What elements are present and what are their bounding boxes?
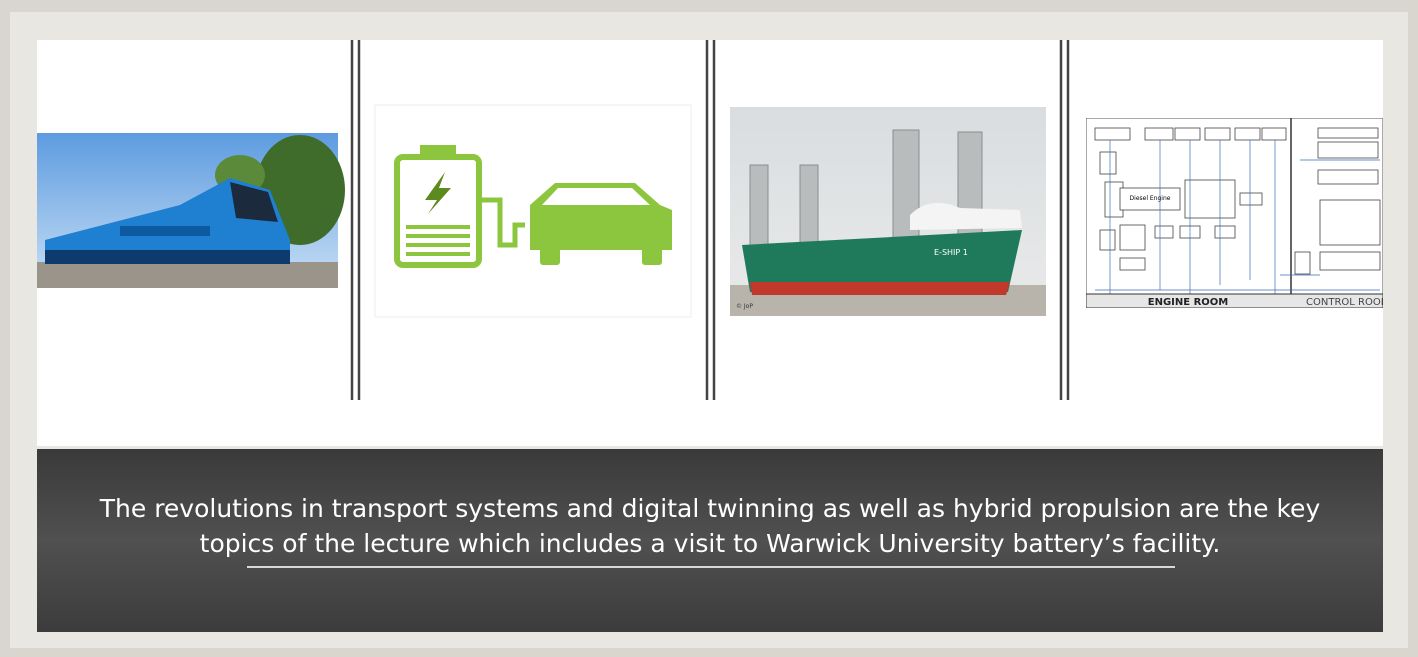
engine-room-diagram: Diesel Engine ENGINE ROOM CONTROL ROOM — [1086, 118, 1389, 308]
ship-image: E-SHIP 1 © JoP — [730, 107, 1046, 316]
photo-credit: © JoP — [736, 303, 753, 310]
train-image — [37, 133, 345, 288]
caption-line: The revolutions in transport systems and… — [99, 494, 1321, 523]
control-room-label: CONTROL ROOM — [1306, 297, 1389, 308]
engine-room-label: ENGINE ROOM — [1148, 297, 1229, 308]
caption-line: topics of the lecture which includes a v… — [200, 529, 1221, 558]
battery-car-image — [375, 105, 691, 317]
diagram-engine: Diesel Engine — [1130, 195, 1171, 202]
ship-name: E-SHIP 1 — [934, 248, 968, 257]
slide: E-SHIP 1 © JoP Diesel Engine ENGINE ROOM… — [0, 0, 1418, 657]
